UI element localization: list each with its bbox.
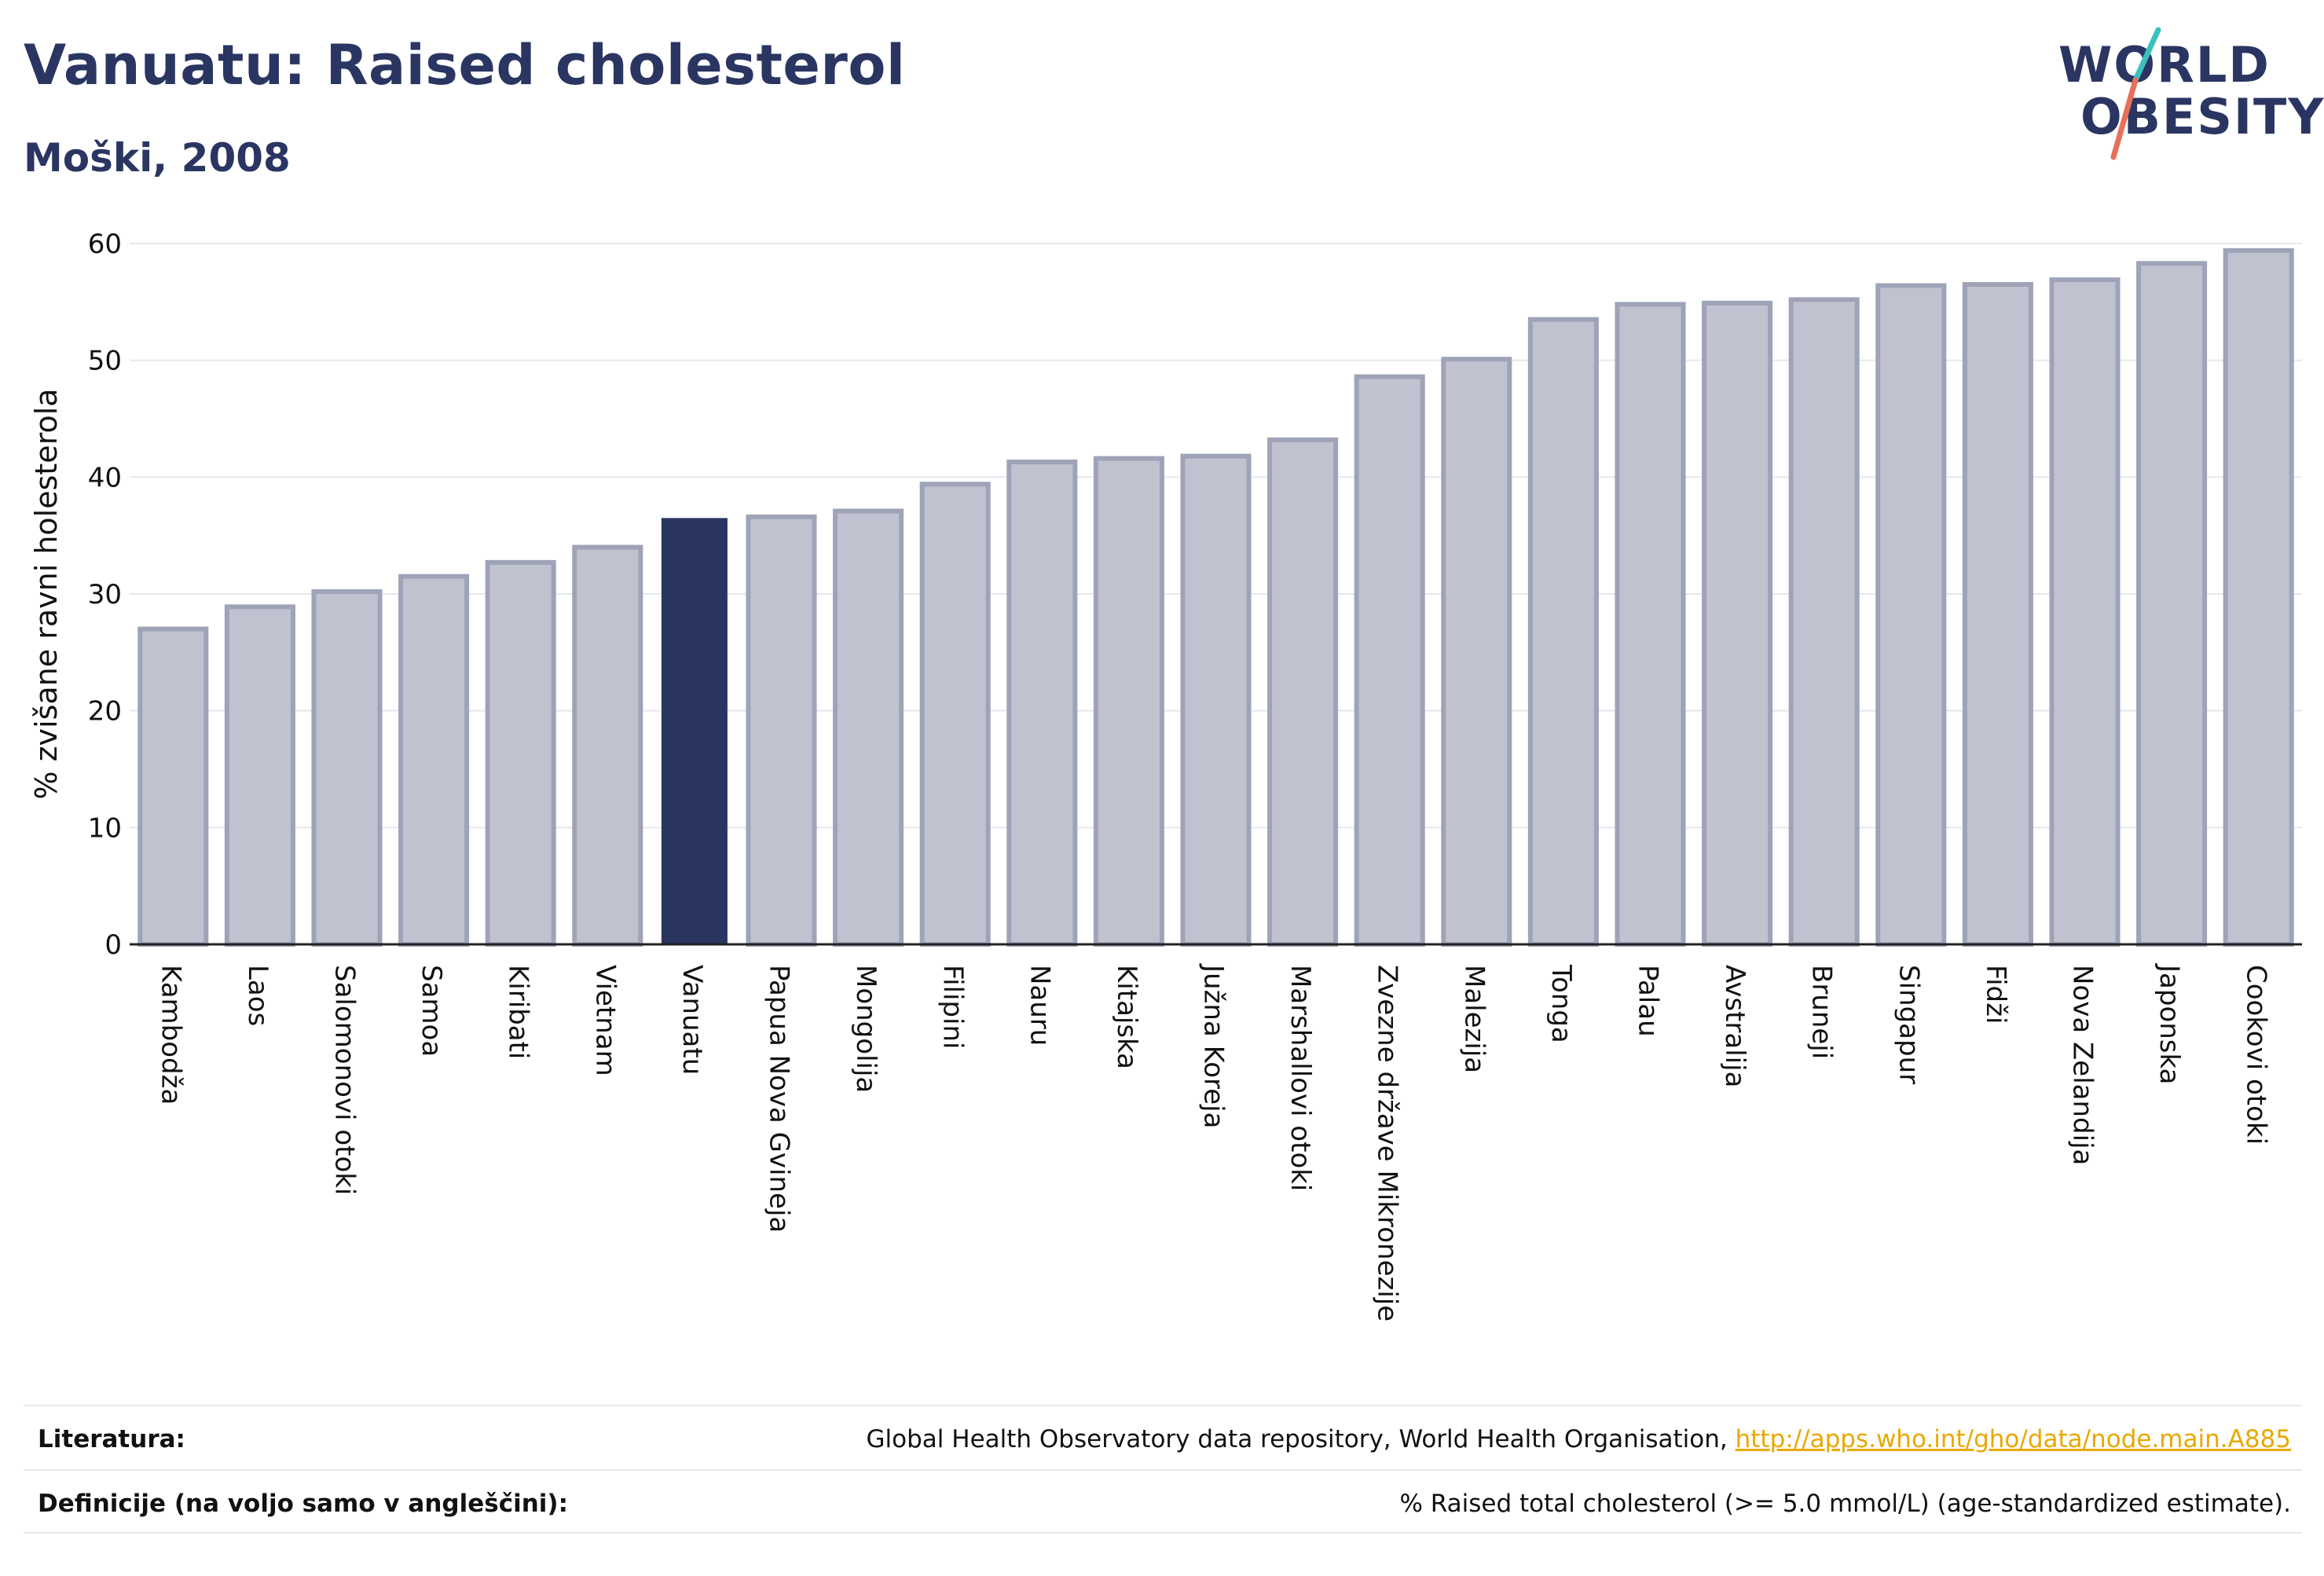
definitions-text: % Raised total cholesterol (>= 5.0 mmol/… <box>1399 1490 2291 1518</box>
page-subtitle: Moški, 2008 <box>24 135 291 181</box>
x-tick-label: Mongolija <box>850 965 882 1093</box>
x-tick-label: Vietnam <box>589 965 621 1076</box>
x-tick-label: Cookovi otoki <box>2241 965 2272 1145</box>
definitions-row: Definicije (na voljo samo v angleščini):… <box>24 1469 2302 1535</box>
y-tick-label: 30 <box>88 579 122 610</box>
x-tick-label: Vanuatu <box>676 965 708 1075</box>
references-text: Global Health Observatory data repositor… <box>866 1425 1736 1453</box>
y-tick-label: 50 <box>88 346 122 377</box>
logo-slash-icon <box>2110 27 2161 160</box>
x-tick-label: Palau <box>1633 965 1664 1037</box>
bar-kambodža <box>137 626 209 947</box>
x-tick-label: Tonga <box>1545 964 1577 1043</box>
x-tick-label: Fidži <box>1980 965 2011 1024</box>
bar-tonga <box>1527 317 1599 947</box>
bar-vanuatu <box>661 518 728 944</box>
x-tick-label: Bruneji <box>1806 965 1838 1059</box>
x-tick-label: Samoa <box>416 965 447 1057</box>
bar-palau <box>1615 302 1686 947</box>
y-tick-label: 10 <box>88 812 122 844</box>
x-tick-labels: Kambodža Laos Salomonovi otoki Samoa Kiribat… <box>155 963 2271 1321</box>
x-tick-label: Avstralija <box>1719 965 1750 1087</box>
bar-chart: 0 10 20 30 40 50 60 Kambodža Laos Salomonovi oto… <box>29 229 2302 1321</box>
x-tick-label: Nova Zelandija <box>2067 965 2099 1165</box>
x-tick-label: Filipini <box>937 965 969 1049</box>
bar-cookovi-otoki <box>2223 247 2294 947</box>
bar-salomonovi-otoki <box>311 589 383 947</box>
x-tick-label: Kiribati <box>503 965 534 1059</box>
bar-kiribati <box>485 559 556 947</box>
y-axis-label: % zvišane ravni holesterola <box>29 388 64 799</box>
bar-marshallovi-otoki <box>1267 437 1339 947</box>
bar-južna-koreja <box>1180 453 1252 947</box>
x-tick-label: Marshallovi otoki <box>1285 965 1316 1191</box>
bar-nauru <box>1006 460 1078 947</box>
x-tick-label: Južna Koreja <box>1198 963 1230 1128</box>
bar-papua-nova-gvineja <box>746 514 817 947</box>
y-tick-label: 60 <box>88 229 122 260</box>
bar-bruneji <box>1788 297 1860 947</box>
bar-avstralija <box>1702 300 1773 947</box>
bar-vietnam <box>572 544 643 947</box>
bar-mongolija <box>833 508 904 947</box>
references-label: Literatura: <box>38 1425 185 1453</box>
page-title: Vanuatu: Raised cholesterol <box>24 33 906 97</box>
bar-nova-zelandija <box>2049 277 2121 947</box>
x-tick-label: Papua Nova Gvineja <box>764 965 795 1233</box>
footer-divider <box>24 1532 2302 1534</box>
y-tick-label: 0 <box>104 929 122 961</box>
y-tick-labels: 0 10 20 30 40 50 60 <box>88 229 122 961</box>
x-tick-label: Malezija <box>1458 965 1490 1073</box>
bar-japonska <box>2136 261 2208 947</box>
y-tick-label: 20 <box>88 696 122 728</box>
bars <box>137 247 2294 947</box>
bar-malezija <box>1441 357 1512 947</box>
world-obesity-logo: WORLD OBESITY <box>2043 24 2323 165</box>
bar-fidži <box>1962 282 2033 947</box>
bar-laos <box>224 604 295 947</box>
logo-line-1: WORLD <box>2058 36 2271 93</box>
x-tick-label: Zvezne države Mikronezije <box>1372 965 1403 1321</box>
references-row: Literatura: Global Health Observatory da… <box>24 1405 2302 1471</box>
bar-samoa <box>398 574 470 947</box>
x-tick-label: Singapur <box>1893 965 1924 1084</box>
definitions-label: Definicije (na voljo samo v angleščini): <box>38 1490 568 1518</box>
bar-kitajska <box>1093 456 1164 947</box>
bar-zvezne-države-mikronezije <box>1354 374 1425 947</box>
y-tick-label: 40 <box>88 462 122 493</box>
bar-singapur <box>1875 283 1947 947</box>
bar-filipini <box>919 482 991 947</box>
references-link[interactable]: http://apps.who.int/gho/data/node.main.A… <box>1735 1425 2291 1453</box>
x-tick-label: Kitajska <box>1111 965 1142 1069</box>
references-value: Global Health Observatory data repositor… <box>867 1425 2291 1453</box>
x-tick-label: Kambodža <box>155 965 186 1105</box>
x-tick-label: Nauru <box>1024 965 1055 1046</box>
x-tick-label: Japonska <box>2154 963 2185 1084</box>
x-tick-label: Laos <box>242 965 273 1026</box>
x-tick-label: Salomonovi otoki <box>329 965 361 1195</box>
